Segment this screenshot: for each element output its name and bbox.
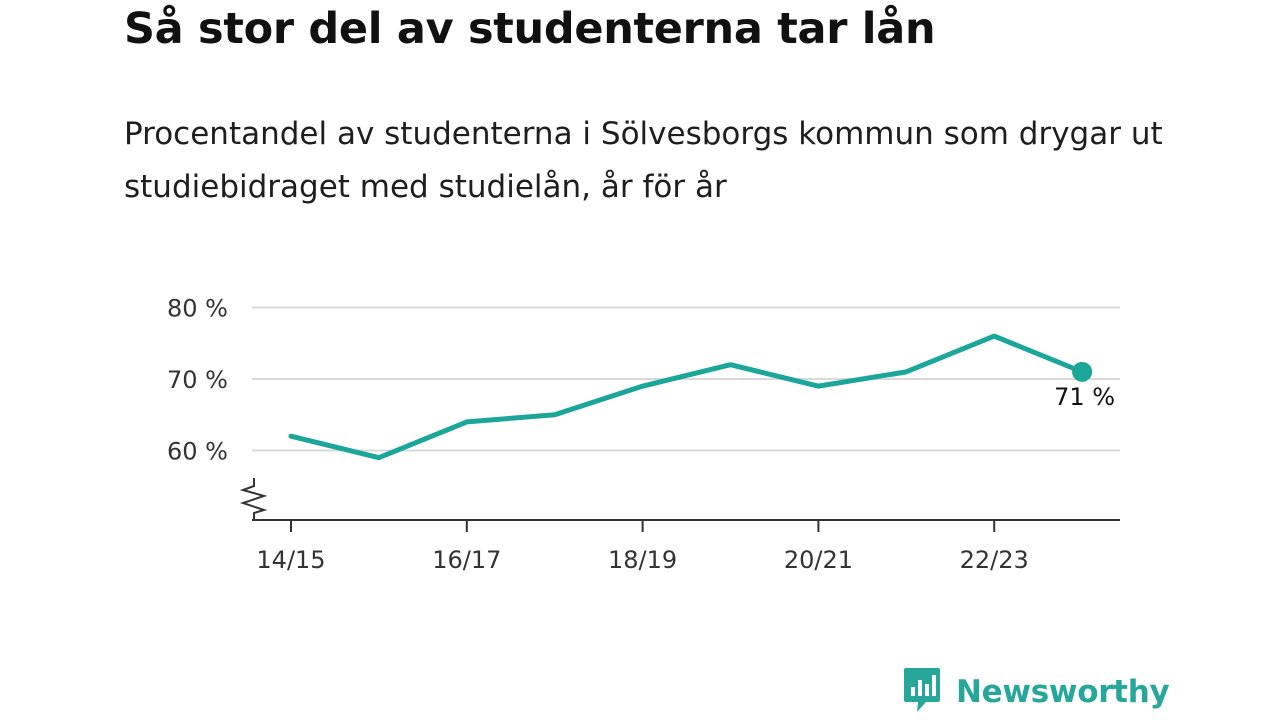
series-group: 71 %: [288, 333, 1115, 461]
y-tick-label: 70 %: [167, 366, 228, 394]
series-line: [288, 333, 1085, 461]
end-value-label: 71 %: [1054, 383, 1115, 411]
x-tick-label: 22/23: [960, 546, 1029, 574]
y-tick-label: 60 %: [167, 438, 228, 466]
chart-subtitle: Procentandel av studenterna i Sölvesborg…: [124, 116, 1163, 205]
brand-name: Newsworthy: [956, 674, 1170, 710]
x-tick-label: 20/21: [784, 546, 853, 574]
x-tick-label: 14/15: [256, 546, 325, 574]
x-axis: 14/15 16/17 18/19 20/21 22/23: [252, 519, 1120, 574]
x-tick-label: 18/19: [608, 546, 677, 574]
axis-break-icon: [239, 478, 268, 520]
bar-chart-speech-bubble-icon: [902, 666, 942, 718]
brand-logo: Newsworthy: [902, 668, 1170, 714]
x-tick-label: 16/17: [432, 546, 501, 574]
end-point: [1072, 361, 1093, 382]
gridlines: [252, 306, 1120, 452]
y-axis: 60 % 70 % 80 %: [167, 295, 268, 520]
chart-title: Så stor del av studenterna tar lån: [124, 4, 936, 54]
y-tick-label: 80 %: [167, 295, 228, 323]
